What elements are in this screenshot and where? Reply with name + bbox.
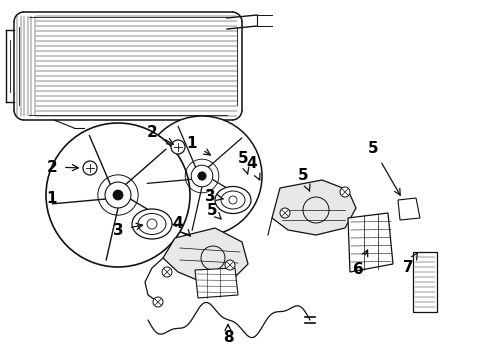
Circle shape [105,182,131,208]
Polygon shape [413,252,437,312]
Text: 5: 5 [238,150,249,174]
Circle shape [46,123,190,267]
Text: 1: 1 [187,135,210,155]
Circle shape [147,219,157,229]
Polygon shape [348,213,393,272]
Circle shape [229,196,237,204]
Text: 7: 7 [403,253,417,275]
Circle shape [191,165,213,187]
Polygon shape [195,268,238,298]
Text: 5: 5 [298,167,310,191]
Polygon shape [272,180,356,235]
Circle shape [162,267,172,277]
Polygon shape [163,228,248,282]
Text: 8: 8 [222,324,233,345]
Ellipse shape [215,186,251,213]
Circle shape [340,187,350,197]
Text: 2: 2 [47,159,78,175]
Text: 3: 3 [205,189,223,203]
Polygon shape [398,198,420,220]
Circle shape [83,161,97,175]
Circle shape [198,172,206,180]
Ellipse shape [132,209,172,239]
Text: 4: 4 [172,216,190,236]
Text: 1: 1 [47,190,57,206]
Circle shape [280,208,290,218]
Text: 5: 5 [207,202,221,219]
Circle shape [171,140,185,154]
Text: 3: 3 [113,222,143,238]
Circle shape [153,297,163,307]
Text: 5: 5 [368,140,400,195]
Text: 2: 2 [147,125,173,144]
Circle shape [142,116,262,236]
Circle shape [113,190,123,200]
Text: 6: 6 [353,250,368,278]
Text: 4: 4 [246,156,260,180]
Circle shape [225,260,235,270]
